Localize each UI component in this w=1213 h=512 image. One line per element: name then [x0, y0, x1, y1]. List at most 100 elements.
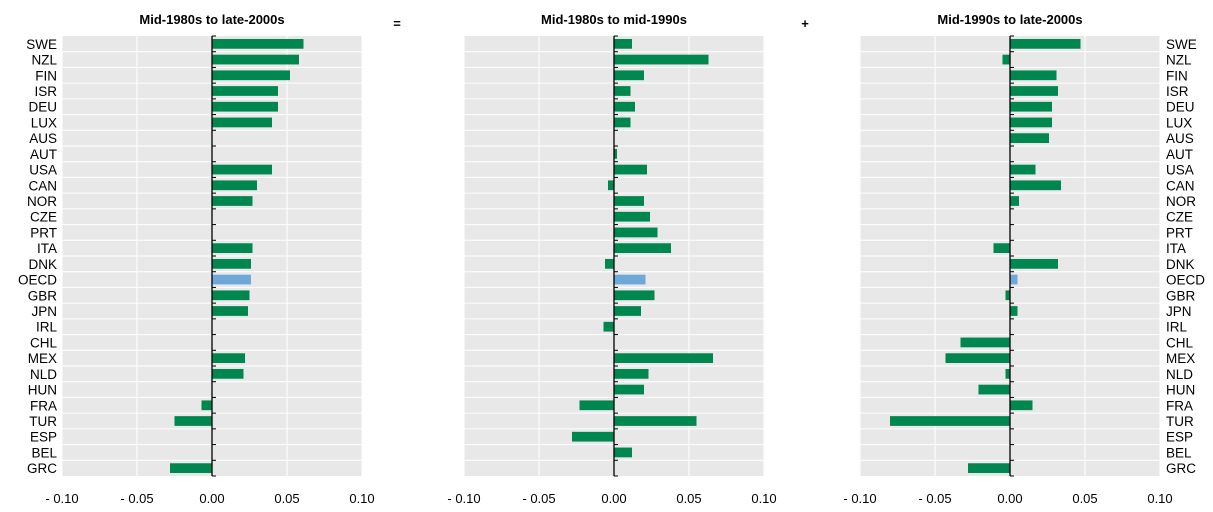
- bar-fra: [201, 400, 212, 411]
- category-label-oecd: OECD: [18, 273, 57, 288]
- category-label-fin: FIN: [35, 68, 57, 83]
- x-tick-label: 0.00: [601, 491, 626, 506]
- bar-tur: [174, 416, 212, 426]
- bar-can: [608, 180, 614, 191]
- x-tick-label: - 0.05: [120, 491, 153, 506]
- bar-usa: [1010, 164, 1036, 175]
- bar-deu: [614, 101, 635, 112]
- bar-swe: [1010, 38, 1081, 49]
- bar-grc: [170, 463, 212, 474]
- category-label-right-tur: TUR: [1166, 414, 1194, 429]
- category-label-right-can: CAN: [1166, 178, 1195, 193]
- bar-lux: [212, 117, 272, 128]
- bar-fin: [212, 70, 290, 81]
- category-label-irl: IRL: [36, 320, 58, 335]
- x-tick-label: 0.05: [274, 491, 299, 506]
- category-label-right-nld: NLD: [1166, 367, 1193, 382]
- bar-ita: [993, 243, 1010, 254]
- bar-fra: [579, 400, 614, 411]
- bar-nzl: [614, 54, 709, 65]
- bar-fra: [1010, 400, 1033, 411]
- category-label-right-chl: CHL: [1166, 335, 1193, 350]
- category-label-right-deu: DEU: [1166, 100, 1195, 115]
- category-label-right-esp: ESP: [1166, 430, 1193, 445]
- category-label-grc: GRC: [27, 461, 57, 476]
- category-label-right-bel: BEL: [1166, 445, 1192, 460]
- bar-mex: [945, 353, 1010, 364]
- category-label-prt: PRT: [30, 225, 57, 240]
- bar-lux: [1010, 117, 1052, 128]
- category-label-right-nor: NOR: [1166, 194, 1196, 209]
- bar-usa: [212, 164, 272, 175]
- bar-mex: [614, 353, 713, 364]
- bar-aut: [614, 148, 617, 159]
- bar-gbr: [614, 290, 655, 301]
- bar-can: [212, 180, 257, 191]
- bar-nzl: [1002, 54, 1010, 65]
- category-label-right-grc: GRC: [1166, 461, 1196, 476]
- category-label-jpn: JPN: [31, 304, 57, 319]
- bar-nor: [1010, 196, 1019, 206]
- bar-isr: [614, 86, 631, 96]
- operator-plus: +: [801, 16, 809, 31]
- category-label-right-swe: SWE: [1166, 37, 1197, 52]
- bar-tur: [614, 416, 697, 426]
- category-label-lux: LUX: [31, 115, 57, 130]
- category-label-right-nzl: NZL: [1166, 53, 1192, 68]
- x-tick-label: 0.00: [997, 491, 1022, 506]
- bar-jpn: [1010, 306, 1018, 316]
- category-label-hun: HUN: [28, 383, 57, 398]
- category-label-right-oecd: OECD: [1166, 273, 1205, 288]
- panel-title-1: Mid-1980s to late-2000s: [139, 12, 284, 27]
- category-label-can: CAN: [28, 178, 57, 193]
- bar-ita: [212, 243, 253, 254]
- category-label-aus: AUS: [29, 131, 57, 146]
- category-label-right-dnk: DNK: [1166, 257, 1195, 272]
- category-label-right-cze: CZE: [1166, 210, 1193, 225]
- bar-chl: [960, 337, 1010, 348]
- bar-swe: [212, 38, 304, 49]
- operator-equals: =: [393, 16, 401, 31]
- category-label-right-aus: AUS: [1166, 131, 1194, 146]
- bar-grc: [968, 463, 1010, 474]
- category-label-swe: SWE: [26, 37, 57, 52]
- bar-oecd: [212, 274, 251, 285]
- bar-deu: [1010, 101, 1052, 112]
- bar-can: [1010, 180, 1061, 191]
- bar-gbr: [212, 290, 250, 301]
- bar-dnk: [212, 258, 251, 269]
- category-label-nld: NLD: [30, 367, 57, 382]
- x-tick-label: - 0.10: [843, 491, 876, 506]
- category-label-tur: TUR: [29, 414, 57, 429]
- category-label-right-usa: USA: [1166, 163, 1194, 178]
- bar-bel: [614, 447, 632, 458]
- category-label-dnk: DNK: [28, 257, 57, 272]
- category-label-nzl: NZL: [31, 53, 57, 68]
- category-label-right-irl: IRL: [1166, 320, 1188, 335]
- category-label-right-hun: HUN: [1166, 383, 1195, 398]
- category-label-right-prt: PRT: [1166, 225, 1193, 240]
- bar-mex: [212, 353, 245, 364]
- bar-aus: [1010, 133, 1049, 144]
- bar-oecd: [614, 274, 646, 285]
- x-tick-label: 0.10: [751, 491, 776, 506]
- x-tick-label: - 0.10: [45, 491, 78, 506]
- category-label-aut: AUT: [30, 147, 57, 162]
- category-label-right-fra: FRA: [1166, 398, 1193, 413]
- x-tick-label: 0.00: [199, 491, 224, 506]
- category-label-usa: USA: [29, 163, 57, 178]
- x-tick-label: 0.05: [1072, 491, 1097, 506]
- bar-nld: [1005, 368, 1010, 379]
- bar-tur: [890, 416, 1010, 426]
- bar-isr: [1010, 86, 1058, 96]
- bar-nor: [614, 196, 644, 206]
- bar-fin: [1010, 70, 1057, 81]
- bar-nzl: [212, 54, 299, 65]
- bar-ita: [614, 243, 671, 254]
- category-label-chl: CHL: [30, 335, 57, 350]
- x-tick-label: 0.10: [1147, 491, 1172, 506]
- category-label-esp: ESP: [30, 430, 57, 445]
- category-label-nor: NOR: [27, 194, 57, 209]
- bar-lux: [614, 117, 631, 128]
- category-label-bel: BEL: [31, 445, 57, 460]
